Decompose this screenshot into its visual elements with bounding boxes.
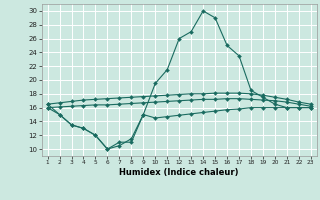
X-axis label: Humidex (Indice chaleur): Humidex (Indice chaleur)	[119, 168, 239, 177]
